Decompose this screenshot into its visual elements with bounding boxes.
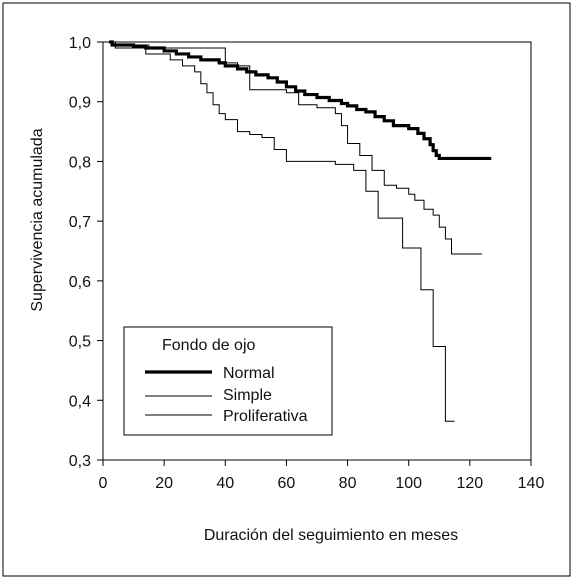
x-tick-label: 0 [99,475,108,492]
axes: 0 20 40 60 80 100 120 140 0,3 0,4 0,5 0,6 0,7 0,8 0,9 1… [69,35,545,492]
legend-label-simple: Simple [223,387,272,404]
x-tick-label: 60 [278,475,296,492]
plot-area [102,41,532,461]
x-tick-label: 80 [339,475,357,492]
x-tick-label: 20 [155,475,173,492]
series-line-normal [109,40,492,161]
legend-label-proliferativa: Proliferativa [223,408,308,425]
x-tick-label: 100 [395,475,422,492]
y-tick-label: 0,6 [69,274,91,291]
series-line-simple [109,41,483,255]
x-tick-label: 40 [216,475,234,492]
series-line-proliferativa [109,41,455,422]
legend-title: Fondo de ojo [162,337,256,354]
y-axis-label: Supervivencia acumulada [29,128,46,311]
legend: Fondo de ojo Normal Simple Proliferativa [123,326,333,436]
y-tick-label: 0,8 [69,154,91,171]
x-tick-label: 140 [518,475,545,492]
legend-label-normal: Normal [223,365,275,382]
y-tick-label: 0,3 [69,453,91,470]
y-tick-label: 0,5 [69,334,91,351]
y-tick-label: 1,0 [69,35,91,52]
y-tick-label: 0,9 [69,95,91,112]
y-tick-label: 0,7 [69,214,91,231]
plot-frame [102,41,532,461]
legend-box [123,326,333,436]
series-group [109,40,492,422]
x-axis-label: Duración del seguimiento en meses [204,527,458,544]
y-tick-label: 0,4 [69,393,91,410]
x-tick-label: 120 [457,475,484,492]
outer-frame [2,2,571,577]
